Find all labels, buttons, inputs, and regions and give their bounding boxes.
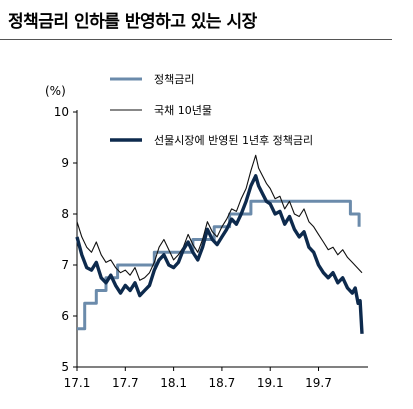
y-tick-label: 10 bbox=[54, 105, 69, 119]
x-tick-label: 18.1 bbox=[160, 376, 187, 390]
x-tick-label: 19.1 bbox=[257, 376, 284, 390]
y-tick-label: 6 bbox=[61, 309, 69, 323]
chart-axes: 5 6 7 8 9 10 17.1 17.7 18.1 18.7 19.1 19.7 bbox=[54, 105, 368, 390]
y-tick-label: 8 bbox=[61, 207, 69, 221]
series-line-1 bbox=[77, 199, 361, 331]
x-tick-label: 19.7 bbox=[305, 376, 332, 390]
y-tick-label: 9 bbox=[61, 156, 69, 170]
legend-label: 선물시장에 반영된 1년후 정책금리 bbox=[154, 134, 313, 147]
chart-series bbox=[75, 154, 364, 334]
title-divider bbox=[0, 39, 392, 40]
x-tick-label: 18.7 bbox=[209, 376, 236, 390]
legend-label: 정책금리 bbox=[154, 73, 194, 86]
series-line-2 bbox=[76, 154, 363, 281]
y-unit-label: (%) bbox=[45, 84, 66, 98]
y-tick-label: 7 bbox=[61, 258, 69, 272]
series-line-3 bbox=[75, 174, 364, 334]
x-tick-label: 17.1 bbox=[64, 376, 91, 390]
legend-label: 국채 10년물 bbox=[154, 104, 212, 117]
y-tick-label: 5 bbox=[61, 360, 69, 374]
x-tick-label: 17.7 bbox=[112, 376, 139, 390]
chart-title: 정책금리 인하를 반영하고 있는 시장 bbox=[8, 12, 257, 32]
